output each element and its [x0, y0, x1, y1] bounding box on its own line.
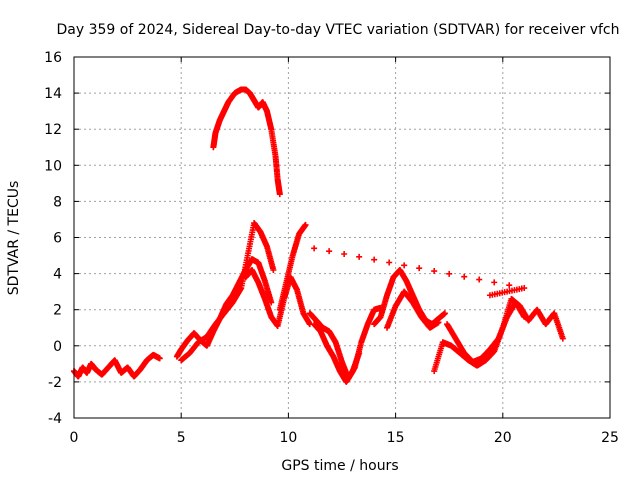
series-isolated	[311, 245, 528, 299]
x-tick-label: 20	[494, 430, 512, 446]
series-afternoon-2	[384, 288, 442, 331]
series-peak-lines	[242, 266, 313, 329]
chart-title: Day 359 of 2024, Sidereal Day-to-day VTE…	[56, 22, 619, 38]
series-rise-10	[276, 221, 309, 313]
data-point	[416, 265, 423, 272]
y-tick-label: 12	[44, 122, 62, 138]
y-tick-label: 4	[53, 267, 62, 283]
x-tick-label: 15	[387, 430, 405, 446]
data-point	[476, 276, 483, 283]
y-tick-label: 0	[53, 339, 62, 355]
y-tick-label: 2	[53, 303, 62, 319]
data-point	[302, 221, 309, 228]
data-point	[441, 310, 448, 317]
y-tick-label: 10	[44, 158, 62, 174]
data-point	[356, 253, 363, 260]
data-point	[326, 248, 333, 255]
data-point	[491, 279, 498, 286]
plot-frame	[73, 56, 611, 419]
data-point	[270, 266, 277, 273]
data-point	[486, 292, 493, 299]
series-evening-2	[444, 299, 528, 366]
series-midday	[306, 304, 384, 382]
data-point	[461, 273, 468, 280]
y-tick-label: 16	[44, 50, 62, 66]
series-early	[71, 351, 163, 380]
y-tick-label: 6	[53, 231, 62, 247]
data-point	[506, 282, 513, 289]
data-point	[311, 245, 318, 252]
data-point	[431, 268, 438, 275]
data-point	[356, 350, 363, 357]
y-axis-label: SDTVAR / TECUs	[6, 181, 22, 296]
y-tick-label: 8	[53, 194, 62, 210]
series-high-arc	[210, 86, 283, 198]
series-morning	[173, 256, 275, 360]
data-point	[268, 299, 275, 306]
series-morning-2	[178, 220, 277, 364]
data-point	[521, 313, 528, 320]
data-point	[156, 355, 163, 362]
x-tick-label: 25	[601, 430, 619, 446]
data-marks	[71, 86, 566, 385]
x-tick-label: 0	[70, 430, 79, 446]
x-axis-label: GPS time / hours	[281, 458, 398, 474]
y-tick-label: -4	[48, 411, 62, 427]
y-tick-label: 14	[44, 86, 62, 102]
data-point	[559, 335, 566, 342]
data-point	[276, 191, 283, 198]
data-point	[401, 262, 408, 269]
data-point	[341, 251, 348, 258]
series-midday-2	[311, 321, 363, 385]
x-tick-label: 5	[177, 430, 186, 446]
ticks: 0 5 10 15 20 25 -4 -2 0 2 4 6 8 10 12 14 16	[44, 50, 619, 446]
data-point	[435, 319, 442, 326]
data-point	[371, 256, 378, 263]
y-tick-label: -2	[48, 375, 62, 391]
x-tick-label: 10	[279, 430, 297, 446]
data-point	[446, 270, 453, 277]
data-point	[386, 259, 393, 266]
